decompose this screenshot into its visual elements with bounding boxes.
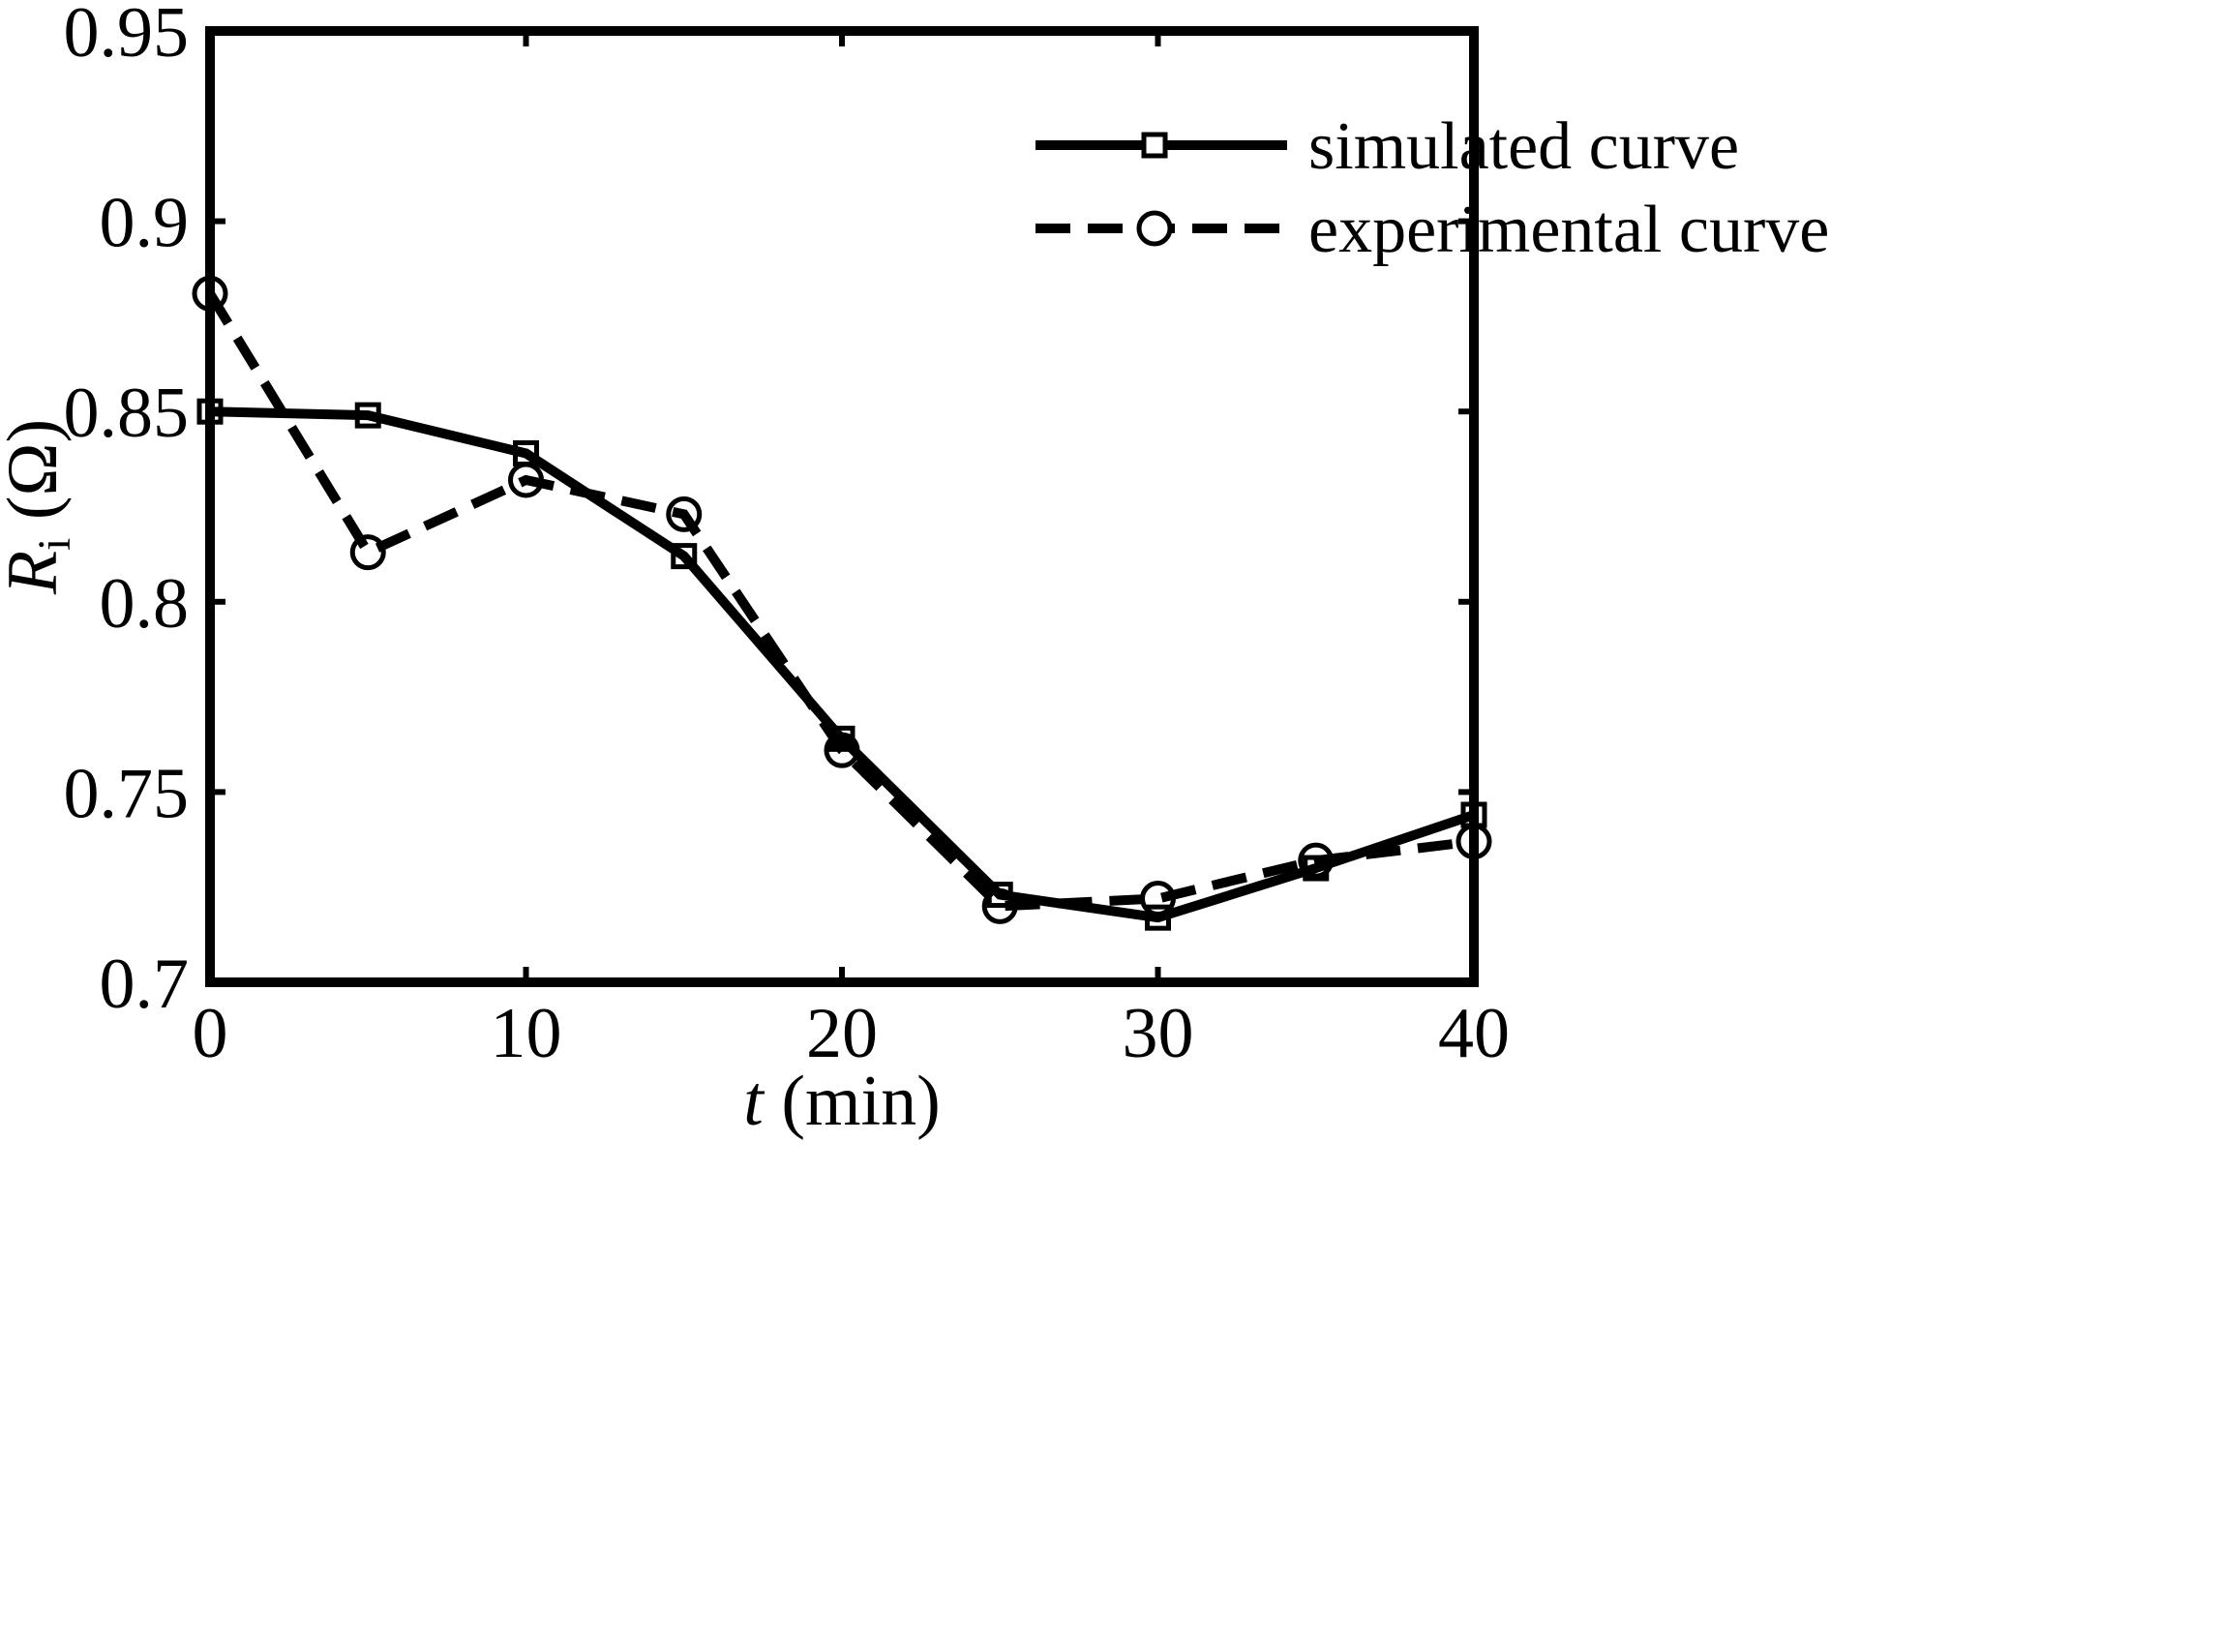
data-point-circle bbox=[508, 462, 544, 498]
series-line bbox=[205, 290, 1475, 912]
legend-label-simulated: simulated curve bbox=[1308, 109, 1739, 184]
y-tick-label: 0.7 bbox=[100, 945, 190, 1024]
y-axis-label: Ri (Ω) bbox=[0, 419, 80, 595]
data-point-circle bbox=[666, 496, 703, 532]
legend-item-simulated: simulated curve bbox=[1035, 109, 1739, 184]
plot-frame bbox=[205, 26, 1479, 987]
data-point-square bbox=[354, 402, 381, 429]
data-point-square bbox=[671, 543, 698, 570]
legend-marker-square bbox=[1141, 132, 1168, 159]
tick-labels: 0 10 20 30 40 0.7 0.75 0.8 0.85 0.9 0.95 bbox=[64, 0, 1511, 1073]
y-tick-label: 0.95 bbox=[64, 0, 190, 73]
y-axis-label-var: R bbox=[0, 551, 73, 595]
y-tick-label: 0.9 bbox=[100, 184, 190, 263]
x-tick-label: 10 bbox=[491, 994, 562, 1073]
legend-item-experimental: experimental curve bbox=[1035, 193, 1829, 267]
series-circle-group bbox=[192, 275, 1492, 924]
legend: simulated curve experimental curve bbox=[1035, 109, 1829, 267]
series-line bbox=[209, 406, 1476, 923]
x-tick-label: 40 bbox=[1438, 994, 1510, 1073]
data-point-circle bbox=[1298, 842, 1335, 879]
y-tick-label: 0.8 bbox=[100, 564, 190, 644]
x-tick-label: 20 bbox=[806, 994, 878, 1073]
x-tick-label: 30 bbox=[1123, 994, 1194, 1073]
axis-ticks bbox=[207, 28, 1477, 985]
x-axis-label: t (min) bbox=[743, 1062, 940, 1141]
data-point-circle bbox=[349, 534, 386, 571]
x-axis-label-var: t bbox=[743, 1062, 765, 1141]
legend-marker-circle bbox=[1136, 210, 1173, 247]
series-square-group bbox=[196, 398, 1487, 931]
data-point-circle bbox=[824, 732, 860, 768]
data-point-circle bbox=[981, 887, 1018, 924]
series-layer bbox=[192, 275, 1492, 931]
y-axis-label-unit: (Ω) bbox=[0, 419, 73, 538]
y-tick-label: 0.75 bbox=[64, 754, 190, 833]
data-point-square bbox=[1145, 904, 1171, 931]
y-axis-label-subscript: i bbox=[29, 538, 80, 551]
legend-label-experimental: experimental curve bbox=[1308, 193, 1829, 267]
data-point-circle bbox=[1140, 880, 1176, 916]
y-tick-label: 0.85 bbox=[64, 374, 190, 453]
x-tick-label: 0 bbox=[193, 994, 228, 1073]
x-axis-label-unit: (min) bbox=[764, 1062, 941, 1141]
